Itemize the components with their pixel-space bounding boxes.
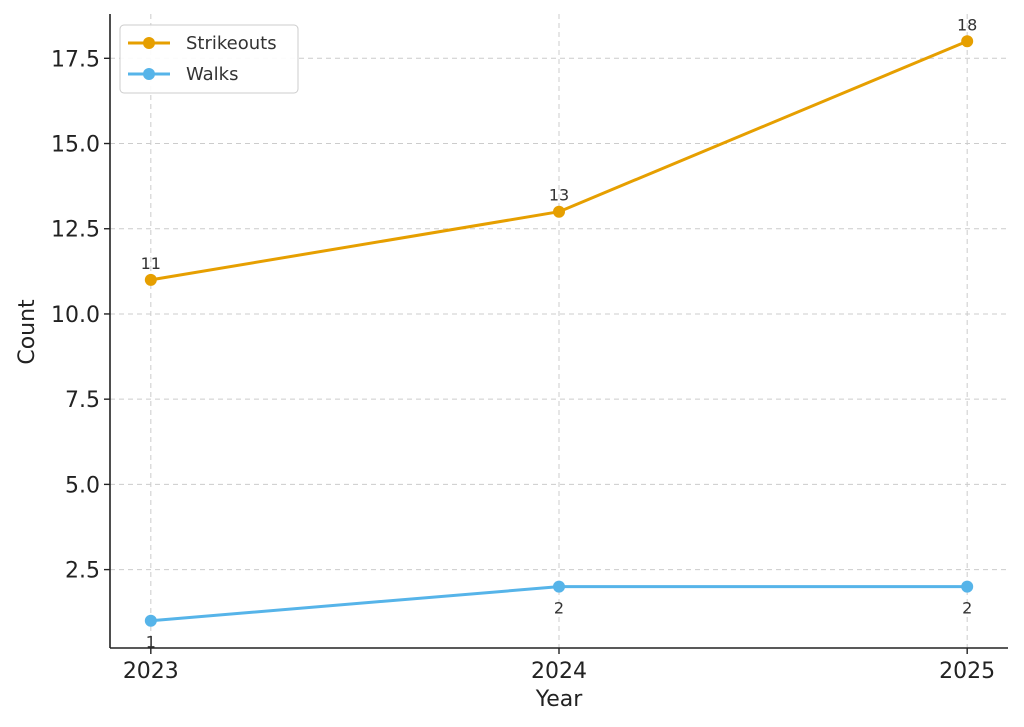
data-label-strikeouts: 11 xyxy=(141,254,161,273)
data-label-strikeouts: 13 xyxy=(549,186,569,205)
data-label-walks: 2 xyxy=(962,599,972,618)
axis-ticks: 2.5 5.0 7.5 10.0 12.5 15.0 17.5 2023 2024 2025 xyxy=(51,47,995,684)
grid-lines xyxy=(110,14,1008,648)
data-label-walks: 1 xyxy=(146,633,156,652)
x-axis-title: Year xyxy=(535,687,584,712)
legend-marker-walks xyxy=(143,68,155,80)
data-label-walks: 2 xyxy=(554,599,564,618)
y-axis-title: Count xyxy=(15,299,40,365)
y-tick-label: 10.0 xyxy=(51,303,100,328)
y-tick-label: 5.0 xyxy=(65,473,100,498)
legend: Strikeouts Walks xyxy=(119,24,299,94)
data-point-strikeouts xyxy=(961,35,974,48)
data-point-strikeouts xyxy=(144,273,157,286)
x-tick-label: 2024 xyxy=(531,659,587,684)
data-point-walks xyxy=(553,580,565,593)
legend-label-walks: Walks xyxy=(186,64,238,85)
y-tick-label: 17.5 xyxy=(51,47,100,72)
series-layer: 11 13 18 1 2 2 xyxy=(141,15,978,651)
y-tick-label: 15.0 xyxy=(51,133,100,158)
y-tick-label: 2.5 xyxy=(65,559,100,584)
legend-label-strikeouts: Strikeouts xyxy=(186,33,277,54)
x-tick-label: 2023 xyxy=(123,659,179,684)
data-label-strikeouts: 18 xyxy=(957,15,977,34)
data-point-strikeouts xyxy=(553,205,565,218)
y-tick-label: 7.5 xyxy=(65,388,100,413)
data-point-walks xyxy=(144,614,157,627)
x-tick-label: 2025 xyxy=(939,659,995,684)
y-tick-label: 12.5 xyxy=(51,218,100,243)
data-point-walks xyxy=(961,580,974,593)
legend-marker-strikeouts xyxy=(143,37,155,49)
